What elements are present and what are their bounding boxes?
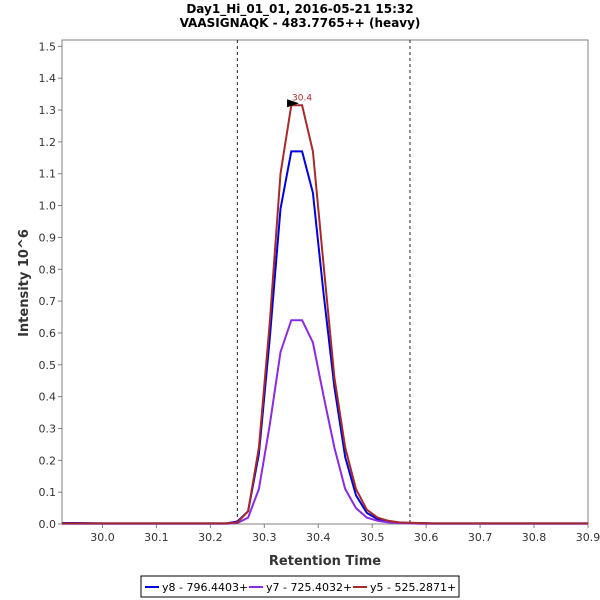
- y-tick-label: 0.1: [39, 486, 57, 499]
- x-tick-label: 30.8: [522, 531, 547, 544]
- x-tick-label: 30.5: [360, 531, 385, 544]
- x-tick-label: 30.0: [90, 531, 115, 544]
- y-tick-label: 0.5: [39, 359, 57, 372]
- legend-box: [140, 575, 460, 598]
- y-tick-label: 0.0: [39, 518, 57, 531]
- y-tick-label: 0.4: [39, 391, 57, 404]
- integration-bounds: [236, 40, 411, 524]
- series-lines: [62, 104, 588, 525]
- x-axis: 30.0 30.1 30.2 30.3 30.4 30.5 30.6 30.7 30.8 30.9: [90, 524, 600, 544]
- x-tick-label: 30.1: [144, 531, 169, 544]
- y-tick-label: 0.7: [39, 295, 57, 308]
- x-tick-label: 30.4: [306, 531, 331, 544]
- x-tick-label: 30.3: [252, 531, 277, 544]
- y-tick-label: 0.8: [39, 263, 57, 276]
- chart-title: Day1_Hi_01_01, 2016-05-21 15:32: [186, 2, 413, 17]
- legend-label-0: y8 - 796.4403+: [162, 581, 248, 594]
- x-tick-label: 30.6: [414, 531, 439, 544]
- x-tick-label: 30.7: [468, 531, 493, 544]
- y-tick-label: 1.2: [39, 136, 57, 149]
- y-tick-label: 1.3: [39, 104, 57, 117]
- legend-label-1: y7 - 725.4032+: [266, 581, 352, 594]
- x-tick-label: 30.9: [576, 531, 600, 544]
- peak-annotation: 30.4: [287, 93, 312, 108]
- chart-subtitle: VAASIGNAQK - 483.7765++ (heavy): [180, 16, 421, 30]
- x-tick-label: 30.2: [198, 531, 223, 544]
- y-axis-label: Intensity 10^6: [17, 229, 32, 337]
- y-tick-label: 0.6: [39, 327, 57, 340]
- peak-arrow-icon: [287, 99, 300, 108]
- y-tick-label: 1.4: [39, 72, 57, 85]
- y-tick-label: 1.1: [39, 168, 57, 181]
- y-tick-label: 0.3: [39, 422, 57, 435]
- legend-label-2: y5 - 525.2871+: [370, 581, 456, 594]
- peak-label: 30.4: [292, 93, 312, 103]
- y-axis: 0.0 0.1 0.2 0.3 0.4 0.5 0.6 0.7 0.8 0.9 1.0 1.1 1.2 1…: [39, 40, 62, 531]
- series-line-2: [62, 104, 588, 525]
- y-tick-label: 0.9: [39, 231, 57, 244]
- y-tick-label: 1.5: [39, 40, 57, 53]
- y-tick-label: 0.2: [39, 454, 57, 467]
- x-axis-label: Retention Time: [269, 554, 381, 569]
- y-tick-label: 1.0: [39, 200, 57, 213]
- legend: y8 - 796.4403+ y7 - 725.4032+ y5 - 525.287…: [140, 575, 460, 598]
